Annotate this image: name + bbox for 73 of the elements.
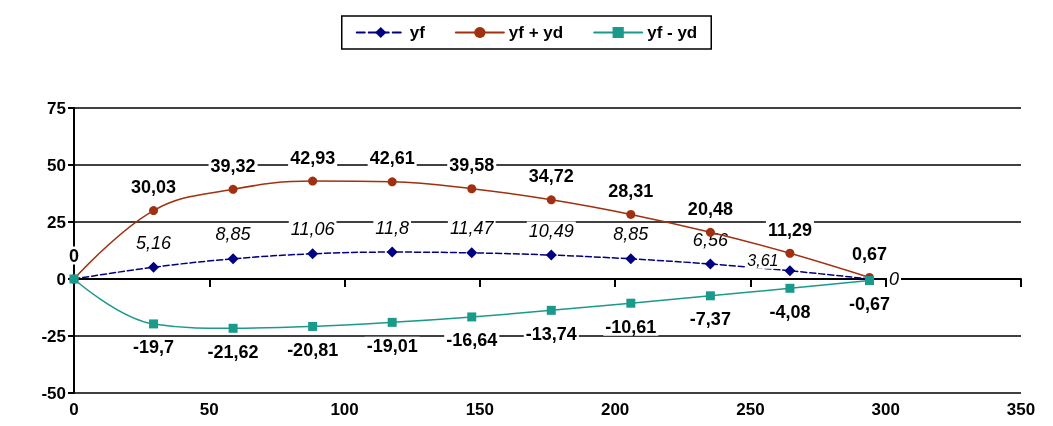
point [308, 176, 318, 186]
y-tick-label: -25 [41, 326, 66, 346]
point [149, 319, 159, 329]
data-label: 11,06 [290, 219, 336, 240]
data-label: 5,16 [136, 232, 173, 253]
data-label: -19,7 [133, 337, 175, 358]
point [228, 323, 238, 333]
data-label: 11,29 [767, 219, 812, 240]
legend-label: yf [409, 23, 426, 42]
data-label: 42,93 [290, 147, 336, 168]
point [545, 249, 557, 261]
data-label: -19,01 [366, 335, 418, 356]
data-label: -13,74 [525, 323, 577, 344]
data-label: 8,85 [215, 224, 252, 245]
data-label: -10,61 [605, 316, 657, 337]
point [228, 184, 238, 194]
data-label: -7,37 [689, 309, 731, 330]
point [307, 248, 319, 260]
x-tick-label: 250 [736, 400, 765, 419]
point [546, 195, 556, 205]
data-label: 20,48 [687, 198, 733, 219]
point [705, 291, 715, 301]
point [387, 177, 397, 187]
x-tick-label: 300 [871, 400, 900, 419]
x-tick-label: 200 [600, 400, 630, 419]
point [784, 265, 796, 277]
data-label: -21,62 [207, 341, 259, 362]
data-label: 28,31 [608, 180, 654, 201]
point [626, 209, 636, 219]
data-label: 0,67 [851, 243, 887, 264]
data-label: -4,08 [769, 301, 811, 322]
legend-label: yf - yd [647, 23, 698, 42]
data-label: 8,85 [613, 224, 650, 245]
data-label: 10,49 [528, 220, 574, 241]
data-label: 11,8 [375, 217, 410, 238]
point [626, 298, 636, 308]
data-label: 34,72 [528, 166, 574, 187]
point [227, 253, 239, 265]
x-tick-label: 0 [69, 400, 79, 419]
data-label: 42,61 [369, 148, 415, 169]
x-tick-label: 100 [330, 400, 359, 419]
y-tick-label: 25 [47, 212, 66, 232]
y-tick-label: 50 [47, 155, 66, 175]
point [785, 283, 795, 293]
x-tick-label: 150 [465, 400, 495, 419]
point [148, 261, 160, 273]
point [387, 317, 397, 327]
point [625, 253, 637, 265]
point [704, 258, 716, 270]
point [466, 247, 478, 259]
data-label: -20,81 [287, 339, 339, 360]
x-tick-label: 350 [1006, 400, 1036, 419]
data-label: 39,58 [449, 155, 495, 176]
y-tick-label: 75 [47, 98, 66, 118]
point [386, 246, 398, 258]
data-label: -0,67 [848, 294, 890, 315]
data-label: 3,61 [747, 252, 779, 270]
point [467, 312, 477, 322]
x-tick-label: 50 [199, 400, 219, 419]
data-label: 0 [68, 245, 80, 266]
data-label: 39,32 [210, 155, 256, 176]
point [785, 248, 795, 258]
point [546, 305, 556, 315]
point [308, 321, 318, 331]
data-label: 11,47 [449, 218, 495, 239]
data-label: 30,03 [131, 177, 177, 198]
y-tick-label: -50 [41, 383, 66, 403]
legend-label: yf + yd [508, 23, 564, 42]
point [149, 206, 159, 216]
data-label: -16,64 [446, 330, 498, 351]
data-label: 0 [888, 269, 899, 289]
y-tick-label: 0 [56, 269, 66, 289]
point [467, 184, 477, 194]
